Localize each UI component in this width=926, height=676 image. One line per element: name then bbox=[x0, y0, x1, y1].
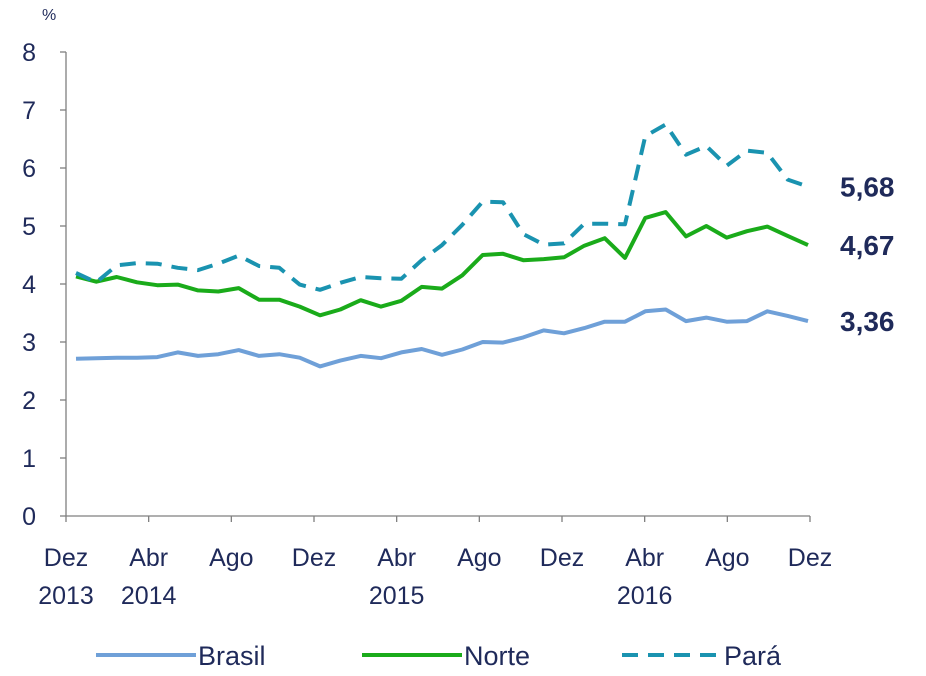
series-line bbox=[75, 210, 809, 318]
legend-label: Norte bbox=[464, 641, 530, 671]
y-tick-label: 6 bbox=[22, 155, 36, 183]
legend-label: Brasil bbox=[198, 641, 266, 671]
x-tick-label: Abr 2014 bbox=[121, 544, 177, 610]
y-axis-label: % bbox=[42, 7, 56, 24]
x-tick-label: Dez 2013 bbox=[38, 544, 94, 610]
y-tick-label: 1 bbox=[22, 445, 36, 473]
series-line bbox=[75, 122, 809, 292]
x-tick-label: Dez bbox=[540, 544, 584, 572]
y-tick-label: 4 bbox=[22, 271, 36, 299]
value-label: 4,67 bbox=[840, 230, 895, 261]
y-tick-label: 7 bbox=[22, 97, 36, 125]
x-tick-label: Ago bbox=[209, 544, 253, 572]
x-tick-label: Ago bbox=[457, 544, 501, 572]
y-tick-label: 0 bbox=[22, 503, 36, 531]
value-label: 5,68 bbox=[840, 172, 895, 203]
x-tick-label: Abr 2015 bbox=[369, 544, 425, 610]
x-tick-label: Dez bbox=[292, 544, 336, 572]
legend-label: Pará bbox=[724, 641, 782, 671]
y-tick-label: 3 bbox=[22, 329, 36, 357]
value-label: 3,36 bbox=[840, 306, 895, 337]
series-line bbox=[75, 307, 809, 369]
y-tick-label: 2 bbox=[22, 387, 36, 415]
x-tick-label: Dez bbox=[788, 544, 832, 572]
y-tick-label: 8 bbox=[22, 39, 36, 67]
x-tick-label: Ago bbox=[705, 544, 749, 572]
y-tick-label: 5 bbox=[22, 213, 36, 241]
x-tick-label: Abr 2016 bbox=[617, 544, 673, 610]
